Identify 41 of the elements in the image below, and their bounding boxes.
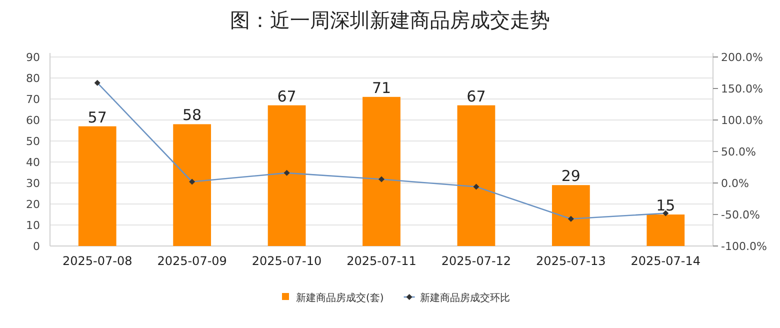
legend-label: 新建商品房成交(套) — [296, 292, 384, 304]
y-tick-label: 90 — [26, 51, 40, 64]
bar — [173, 124, 212, 246]
data-label: 67 — [466, 87, 486, 106]
y2-tick-label: 50.0% — [721, 146, 756, 158]
y2-tick-label: 100.0% — [721, 114, 763, 127]
data-label: 15 — [656, 196, 676, 214]
x-tick-label: 2025-07-09 — [157, 254, 227, 268]
y2-tick-label: 0.0% — [721, 177, 749, 190]
x-tick-label: 2025-07-12 — [441, 254, 512, 268]
y2-tick-label: -50.0% — [721, 208, 760, 222]
x-tick-label: 2025-07-13 — [536, 254, 606, 268]
x-tick-label: 2025-07-11 — [346, 254, 416, 268]
y-tick-label: 80 — [26, 72, 40, 85]
y2-tick-label: -100.0% — [721, 240, 767, 253]
legend-label: 新建商品房成交环比 — [420, 292, 510, 304]
data-label: 57 — [88, 108, 107, 126]
y2-tick-label: 200.0% — [721, 51, 763, 64]
x-tick-label: 2025-07-10 — [252, 254, 322, 268]
y-tick-label: 10 — [26, 219, 40, 232]
data-label: 58 — [182, 106, 202, 124]
bar — [268, 105, 306, 246]
bar — [78, 126, 116, 246]
y-tick-label: 30 — [26, 177, 40, 190]
bar — [457, 105, 496, 246]
y-tick-label: 50 — [26, 135, 40, 148]
y-tick-label: 20 — [26, 198, 40, 211]
x-tick-label: 2025-07-08 — [62, 254, 132, 268]
y2-tick-label: 150.0% — [721, 82, 763, 96]
data-label: 67 — [277, 87, 296, 106]
bar — [552, 185, 590, 246]
x-tick-label: 2025-07-14 — [630, 254, 701, 268]
data-label: 29 — [561, 167, 580, 186]
data-label: 71 — [372, 78, 392, 97]
y-tick-label: 0 — [33, 240, 40, 253]
chart-title: 图：近一周深圳新建商品房成交走势 — [230, 8, 550, 32]
bar — [362, 96, 400, 246]
y-tick-label: 60 — [26, 114, 40, 127]
y-tick-label: 70 — [26, 93, 40, 106]
bar — [646, 214, 685, 246]
y-tick-label: 40 — [26, 156, 40, 169]
